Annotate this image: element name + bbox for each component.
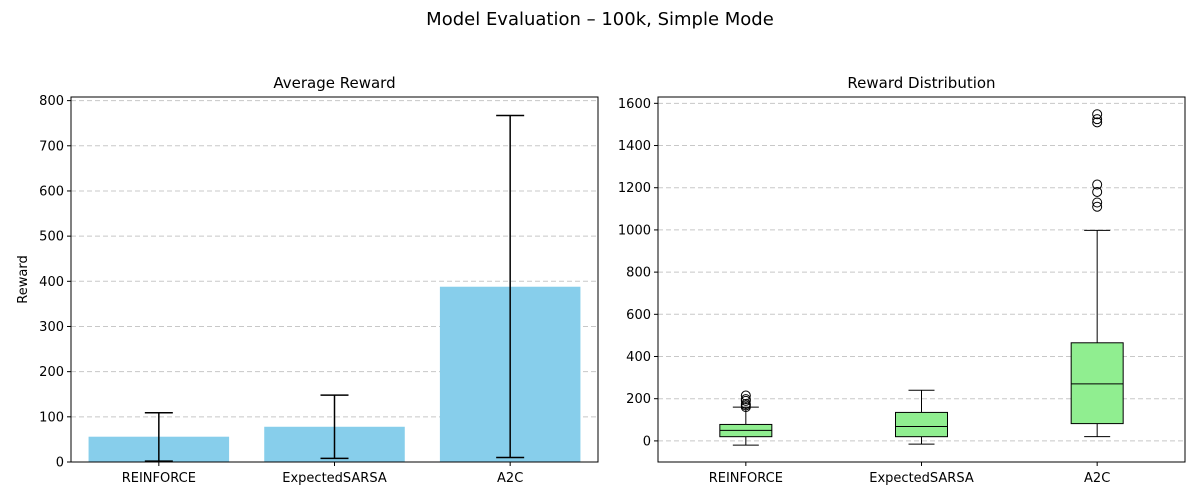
box-a2c bbox=[1070, 342, 1124, 425]
outlier-point bbox=[1092, 186, 1103, 197]
y-tick-label: 100 bbox=[39, 410, 64, 425]
y-tick-label: 800 bbox=[626, 266, 651, 281]
outlier-point bbox=[1092, 201, 1103, 212]
outlier-point bbox=[740, 398, 751, 409]
y-tick-label: 400 bbox=[39, 275, 64, 290]
y-tick-label: 300 bbox=[39, 320, 64, 335]
y-tick-label: 600 bbox=[626, 308, 651, 323]
y-tick-label: 500 bbox=[39, 230, 64, 245]
x-tick-label: REINFORCE bbox=[709, 471, 783, 486]
outlier-point bbox=[1092, 197, 1103, 208]
reward-distribution-box-plot: Reward Distribution 0 200 400 600 800 1000 1200… bbox=[618, 74, 1186, 486]
x-tick-label: ExpectedSARSA bbox=[869, 471, 974, 486]
average-reward-bar-chart: Average Reward Reward 0 100 200 300 400 500 600 7… bbox=[16, 74, 599, 486]
box-expectedsarsa bbox=[895, 411, 948, 438]
y-tick-label: 1400 bbox=[618, 139, 651, 154]
y-tick-label: 800 bbox=[39, 94, 64, 109]
outlier-point bbox=[1092, 179, 1103, 190]
x-tick-label: ExpectedSARSA bbox=[282, 471, 387, 486]
outlier-point bbox=[1092, 114, 1103, 125]
y-axis-label: Reward bbox=[16, 255, 31, 303]
x-tick-label: REINFORCE bbox=[122, 471, 196, 486]
y-tick-label: 1200 bbox=[618, 181, 651, 196]
y-tick-label: 200 bbox=[39, 365, 64, 380]
y-tick-label: 0 bbox=[56, 456, 64, 471]
figure-title: Model Evaluation – 100k, Simple Mode bbox=[426, 9, 774, 30]
panel-title: Reward Distribution bbox=[847, 74, 995, 92]
x-tick-label: A2C bbox=[497, 471, 523, 486]
y-tick-label: 1600 bbox=[618, 97, 651, 112]
outlier-point bbox=[740, 394, 751, 405]
y-tick-label: 600 bbox=[39, 184, 64, 199]
y-tick-label: 1000 bbox=[618, 223, 651, 238]
y-tick-label: 400 bbox=[626, 350, 651, 365]
panel-title: Average Reward bbox=[273, 74, 395, 92]
y-tick-label: 200 bbox=[626, 392, 651, 407]
y-tick-label: 700 bbox=[39, 139, 64, 154]
outlier-point bbox=[740, 390, 751, 401]
y-tick-label: 0 bbox=[643, 434, 651, 449]
x-tick-label: A2C bbox=[1084, 471, 1110, 486]
outlier-point bbox=[1092, 117, 1103, 128]
outlier-point bbox=[1092, 109, 1103, 120]
